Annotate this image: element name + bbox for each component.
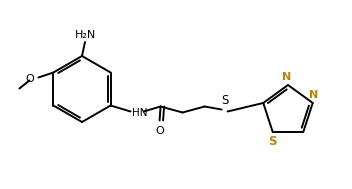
Text: S: S [221, 94, 228, 108]
Text: O: O [26, 74, 34, 84]
Text: N: N [309, 90, 318, 100]
Text: N: N [282, 72, 291, 82]
Text: O: O [155, 125, 164, 136]
Text: S: S [269, 135, 277, 148]
Text: H₂N: H₂N [74, 30, 96, 40]
Text: HN: HN [132, 108, 147, 118]
